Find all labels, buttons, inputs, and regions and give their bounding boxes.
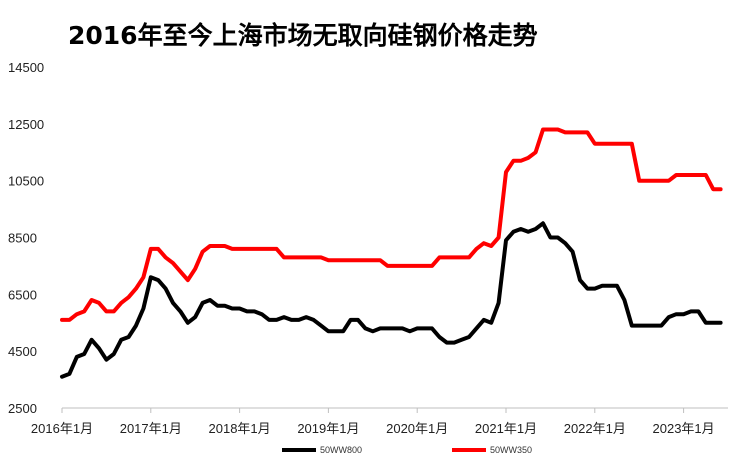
y-tick-label: 2500 [8,401,37,416]
x-tick-label: 2018年1月 [209,421,271,436]
x-tick-label: 2020年1月 [386,421,448,436]
x-tick-label: 2021年1月 [475,421,537,436]
x-tick-label: 2019年1月 [297,421,359,436]
series-lines [60,127,723,379]
legend-label: 50WW350 [490,445,532,455]
y-tick-label: 8500 [8,231,37,246]
legend-label: 50WW800 [320,445,362,455]
y-tick-label: 14500 [8,60,44,75]
x-tick-label: 2016年1月 [31,421,93,436]
x-tick-label: 2022年1月 [564,421,626,436]
x-tick-label: 2023年1月 [653,421,715,436]
legend: 50WW800 50WW350 [282,445,532,455]
x-axis-ticks: 2016年1月 2017年1月 2018年1月 2019年1月 2020年1月 2021年… [31,408,715,436]
y-tick-label: 12500 [8,117,44,132]
series-line-50ww350 [60,127,723,322]
x-tick-label: 2017年1月 [120,421,182,436]
chart-title: 2016年至今上海市场无取向硅钢价格走势 [68,21,538,50]
series-line-50ww800 [60,221,723,379]
y-tick-label: 4500 [8,344,37,359]
y-tick-label: 10500 [8,174,44,189]
y-tick-label: 6500 [8,287,37,302]
y-axis-tick-labels: 2500 4500 6500 8500 10500 12500 14500 [8,60,44,416]
